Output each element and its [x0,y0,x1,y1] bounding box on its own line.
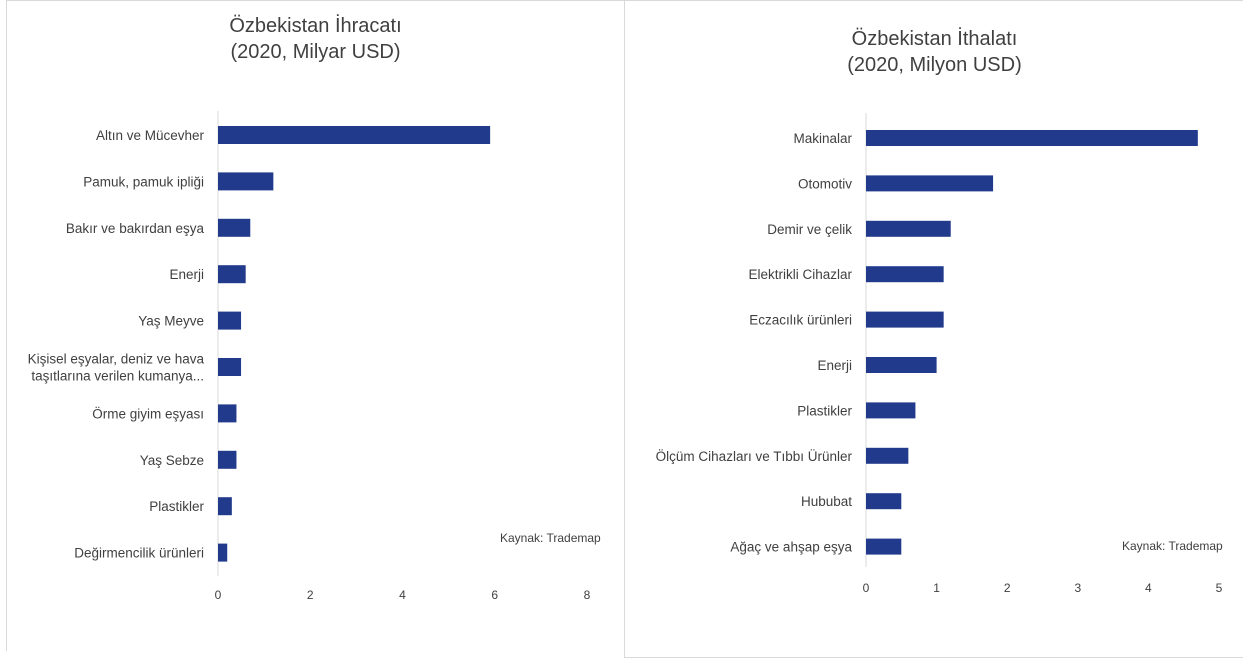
category-label: Bakır ve bakırdan eşya [66,221,205,236]
x-tick-label: 2 [1004,581,1011,595]
category-label: Demir ve çelik [767,222,852,237]
category-label: taşıtlarına verilen kumanya... [31,369,204,384]
category-label: Otomotiv [798,176,852,191]
chart-title-line-1: Özbekistan İhracatı [229,15,402,37]
category-label: Plastikler [149,499,204,514]
bar [866,447,909,464]
chart-title-line-2: (2020, Milyon USD) [847,54,1022,76]
category-label: Kişisel eşyalar, deniz ve hava [28,352,205,367]
bar [866,266,944,283]
category-label: Elektrikli Cihazlar [748,267,852,282]
bar [218,126,491,144]
source-note: Kaynak: Trademap [1122,539,1223,553]
chart-title-line-1: Özbekistan İthalatı [851,28,1018,50]
x-tick-label: 5 [1216,581,1223,595]
category-label: Ağaç ve ahşap eşya [730,540,852,555]
source-note: Kaynak: Trademap [500,531,601,545]
bar [218,358,242,376]
bar [218,450,237,469]
chart-title-line-2: (2020, Milyar USD) [230,41,401,63]
x-tick-label: 0 [863,581,870,595]
import-bar-chart: Makinalar Otomotiv Demir ve çelik Elektrikl… [656,113,1223,595]
bar [866,311,944,328]
category-label: Ölçüm Cihazları ve Tıbbı Ürünler [656,449,853,464]
chart-title: Özbekistan İhracatı (2020, Milyar USD) [7,13,624,65]
x-tick-label: 6 [491,588,498,602]
bar [218,404,237,423]
x-tick-label: 1 [933,581,940,595]
category-label: Altın ve Mücevher [96,128,205,143]
bar [866,357,937,373]
category-label: Makinalar [793,131,852,146]
x-tick-label: 8 [584,588,591,602]
bar [218,311,242,330]
x-tick-label: 3 [1074,581,1081,595]
x-tick-label: 2 [307,588,314,602]
bar [218,497,232,516]
bar [866,220,951,237]
export-chart-panel: Özbekistan İhracatı (2020, Milyar USD) A… [6,0,624,651]
bar [218,265,246,284]
category-label: Plastikler [797,403,852,418]
category-label: Enerji [817,358,852,373]
x-tick-label: 4 [399,588,406,602]
category-label: Yaş Meyve [138,314,204,329]
import-chart-panel: Özbekistan İthalatı (2020, Milyon USD) M… [624,0,1243,658]
category-label: Yaş Sebze [140,453,204,468]
export-bar-chart: Altın ve Mücevher Pamuk, pamuk ipliği Bakı… [28,111,591,602]
bar [218,543,228,562]
bar [866,175,994,192]
category-label: Enerji [169,267,204,282]
bar [866,130,1198,146]
bar [218,172,274,191]
bar [866,402,916,419]
bar [866,493,902,510]
x-tick-label: 0 [215,588,222,602]
category-label: Hububat [801,494,852,509]
category-label: Eczacılık ürünleri [749,313,852,328]
chart-title: Özbekistan İthalatı (2020, Milyon USD) [625,26,1243,78]
category-label: Örme giyim eşyası [92,406,204,421]
category-label: Değirmencilik ürünleri [74,546,204,561]
x-tick-label: 4 [1145,581,1152,595]
category-label: Pamuk, pamuk ipliği [83,174,204,189]
bar [218,218,251,237]
bar [866,538,902,555]
